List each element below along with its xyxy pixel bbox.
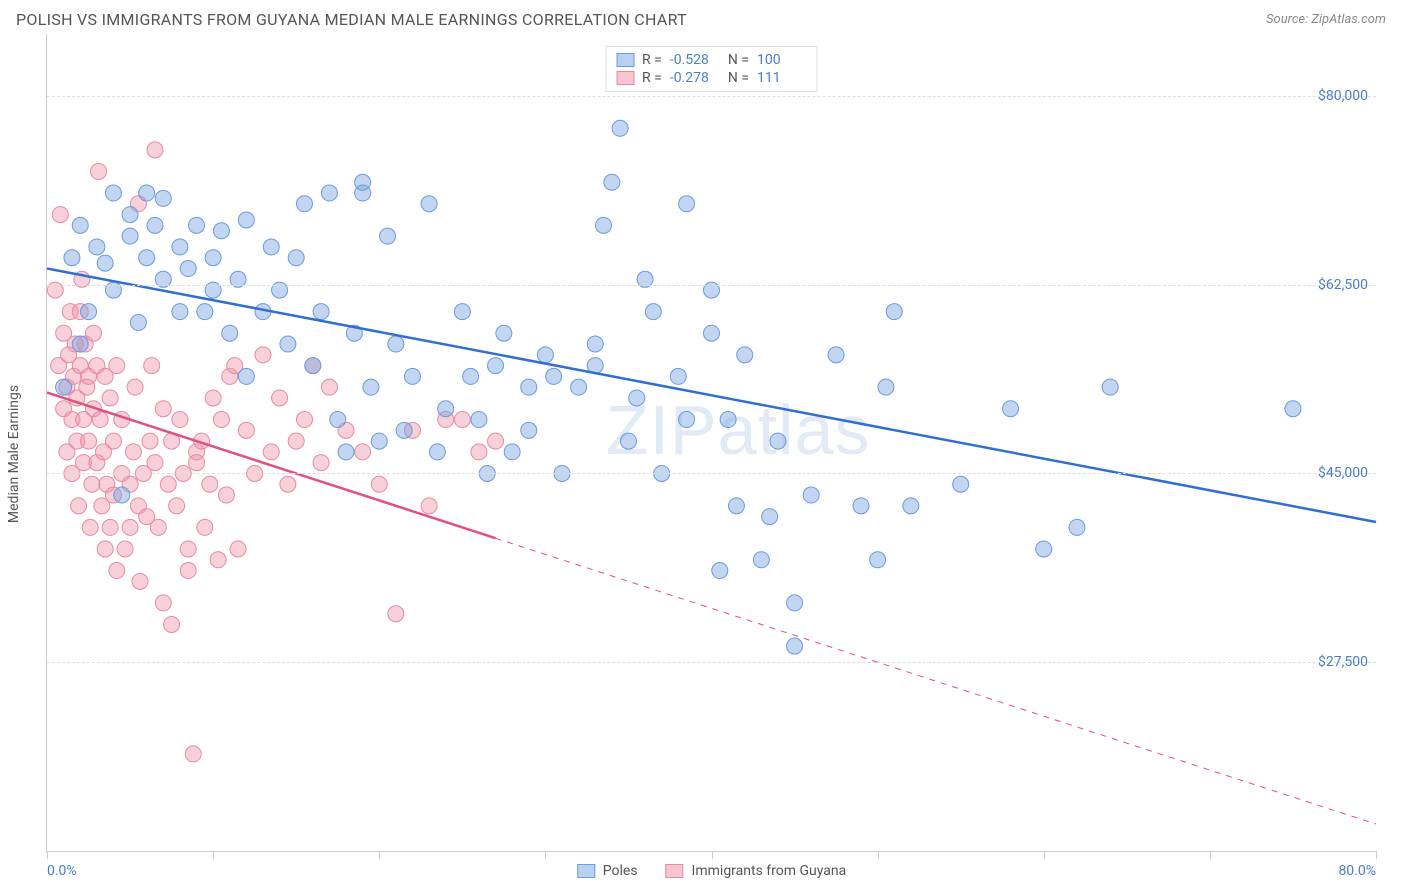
xtick (47, 851, 48, 859)
legend-swatch-poles (577, 864, 595, 878)
n-value-poles: 100 (757, 52, 807, 68)
n-label: N = (728, 70, 749, 86)
gridline (47, 473, 1376, 474)
xtick (379, 851, 380, 859)
xtick (213, 851, 214, 859)
r-label: R = (642, 52, 662, 68)
y-axis-label: Median Male Earnings (6, 385, 22, 523)
xtick (1210, 851, 1211, 859)
stats-swatch-poles (616, 53, 634, 67)
legend-item-poles: Poles (577, 863, 638, 879)
gridline (47, 285, 1376, 286)
legend-item-guyana: Immigrants from Guyana (666, 863, 847, 879)
x-max-label: 80.0% (1338, 863, 1376, 879)
r-value-poles: -0.528 (670, 52, 720, 68)
ytick-label: $62,500 (1318, 277, 1368, 293)
r-value-guyana: -0.278 (670, 70, 720, 86)
n-label: N = (728, 52, 749, 68)
ytick-label: $45,000 (1318, 465, 1368, 481)
n-value-guyana: 111 (757, 70, 807, 86)
legend-swatch-guyana (666, 864, 684, 878)
xtick (712, 851, 713, 859)
gridline (47, 96, 1376, 97)
x-min-label: 0.0% (47, 863, 77, 879)
scatter-plot (47, 42, 1376, 851)
stats-row-guyana: R = -0.278 N = 111 (616, 69, 807, 87)
xtick (545, 851, 546, 859)
stats-swatch-guyana (616, 71, 634, 85)
legend-label-poles: Poles (603, 863, 638, 879)
stats-row-poles: R = -0.528 N = 100 (616, 51, 807, 69)
legend-label-guyana: Immigrants from Guyana (692, 863, 847, 879)
ytick-label: $27,500 (1318, 654, 1368, 670)
xtick (878, 851, 879, 859)
series-legend: Poles Immigrants from Guyana (577, 863, 846, 879)
ytick-label: $80,000 (1318, 88, 1368, 104)
source-label: Source: ZipAtlas.com (1266, 12, 1386, 27)
chart-area: ZIPatlas R = -0.528 N = 100 R = -0.278 N… (46, 42, 1376, 852)
xtick (1376, 851, 1377, 859)
xtick (1044, 851, 1045, 859)
r-label: R = (642, 70, 662, 86)
stats-legend: R = -0.528 N = 100 R = -0.278 N = 111 (605, 46, 818, 92)
chart-title: POLISH VS IMMIGRANTS FROM GUYANA MEDIAN … (16, 10, 687, 29)
gridline (47, 662, 1376, 663)
